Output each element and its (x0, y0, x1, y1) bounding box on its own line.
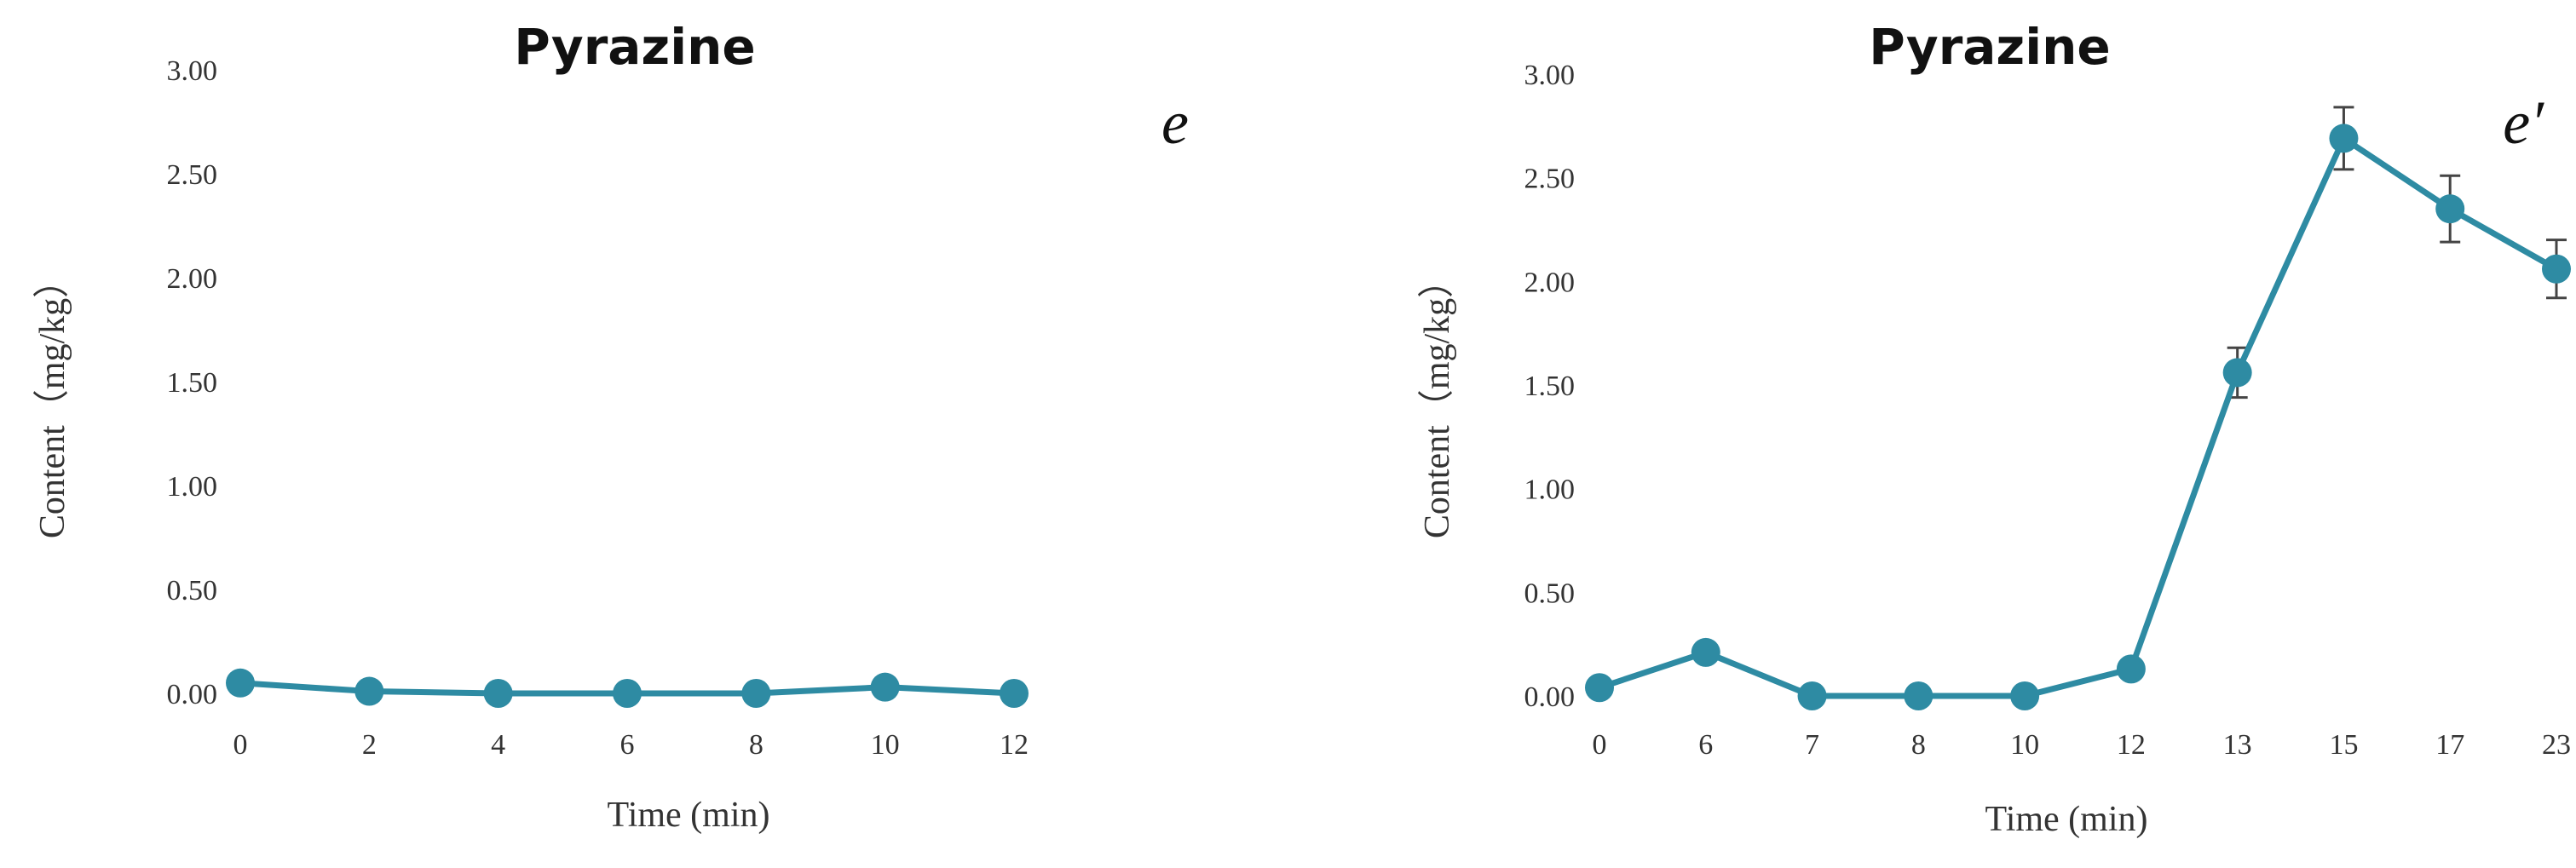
x-tick-label: 12 (2117, 729, 2146, 761)
x-tick-label: 10 (2010, 729, 2039, 761)
y-tick-label: 1.00 (167, 471, 218, 503)
chart-title: Pyrazine (1869, 18, 2110, 76)
y-tick-label: 2.00 (1524, 267, 1576, 298)
data-points (226, 668, 1029, 708)
data-point (226, 668, 255, 698)
data-point (354, 676, 384, 706)
y-tick-label: 1.50 (1524, 371, 1576, 402)
x-tick-label: 15 (2329, 729, 2358, 761)
x-tick-label: 13 (2223, 729, 2252, 761)
x-tick-label: 7 (1805, 729, 1819, 761)
y-tick-label: 0.50 (1524, 578, 1576, 609)
data-point (2329, 124, 2359, 153)
data-point (1904, 681, 1933, 710)
x-tick-label: 12 (1000, 729, 1029, 761)
x-tick-label: 0 (1593, 729, 1607, 761)
x-axis-label: Time (min) (1985, 800, 2148, 839)
panel-label: e′ (2503, 89, 2544, 157)
x-tick-label: 8 (749, 729, 764, 761)
x-tick-labels: 0 2 4 6 8 10 12 (233, 729, 1029, 761)
y-tick-labels: 0.00 0.50 1.00 1.50 2.00 2.50 3.00 (1524, 60, 1576, 713)
chart-panel-e: Pyrazine e Time (min) Content（mg/kg） 0.0… (33, 18, 1189, 835)
series-line (1598, 135, 2558, 699)
x-tick-label: 4 (491, 729, 505, 761)
data-point (2116, 654, 2146, 684)
x-tick-label: 6 (1698, 729, 1713, 761)
data-point (1000, 679, 1029, 708)
y-tick-label: 2.50 (167, 159, 218, 191)
data-point (1585, 673, 1614, 703)
x-tick-label: 8 (1911, 729, 1926, 761)
panel-label: e (1161, 89, 1189, 157)
data-point (483, 679, 513, 708)
y-tick-label: 0.50 (167, 575, 218, 606)
chart-panel-e-prime: Pyrazine e′ Time (min) Content（mg/kg） 0.… (1418, 18, 2571, 839)
y-tick-label: 0.00 (1524, 681, 1576, 713)
x-tick-label: 6 (620, 729, 635, 761)
x-tick-label: 10 (871, 729, 900, 761)
data-point (741, 679, 771, 708)
data-points (1585, 124, 2571, 710)
data-point (2222, 358, 2252, 388)
y-axis-label: Content（mg/kg） (33, 262, 72, 538)
data-point (613, 679, 642, 708)
x-axis-label: Time (min) (608, 796, 770, 835)
x-tick-label: 0 (233, 729, 248, 761)
y-tick-label: 3.00 (167, 55, 218, 87)
y-tick-label: 1.50 (167, 367, 218, 399)
y-tick-label: 1.00 (1524, 474, 1576, 506)
x-tick-label: 23 (2542, 729, 2571, 761)
y-tick-label: 3.00 (1524, 60, 1576, 91)
x-tick-labels: 0 6 7 8 10 12 13 15 17 23 (1593, 729, 2572, 761)
data-point (2542, 254, 2571, 284)
y-tick-labels: 0.00 0.50 1.00 1.50 2.00 2.50 3.00 (167, 55, 218, 710)
y-axis-label: Content（mg/kg） (1418, 262, 1457, 538)
y-tick-label: 0.00 (167, 679, 218, 710)
data-point (2010, 681, 2040, 710)
x-tick-label: 2 (362, 729, 377, 761)
data-point (1797, 681, 1827, 710)
data-point (2435, 194, 2465, 224)
x-tick-label: 17 (2435, 729, 2464, 761)
data-point (1691, 637, 1720, 667)
data-point (870, 672, 900, 702)
chart-title: Pyrazine (514, 18, 755, 76)
y-tick-label: 2.00 (167, 263, 218, 295)
y-tick-label: 2.50 (1524, 164, 1576, 195)
